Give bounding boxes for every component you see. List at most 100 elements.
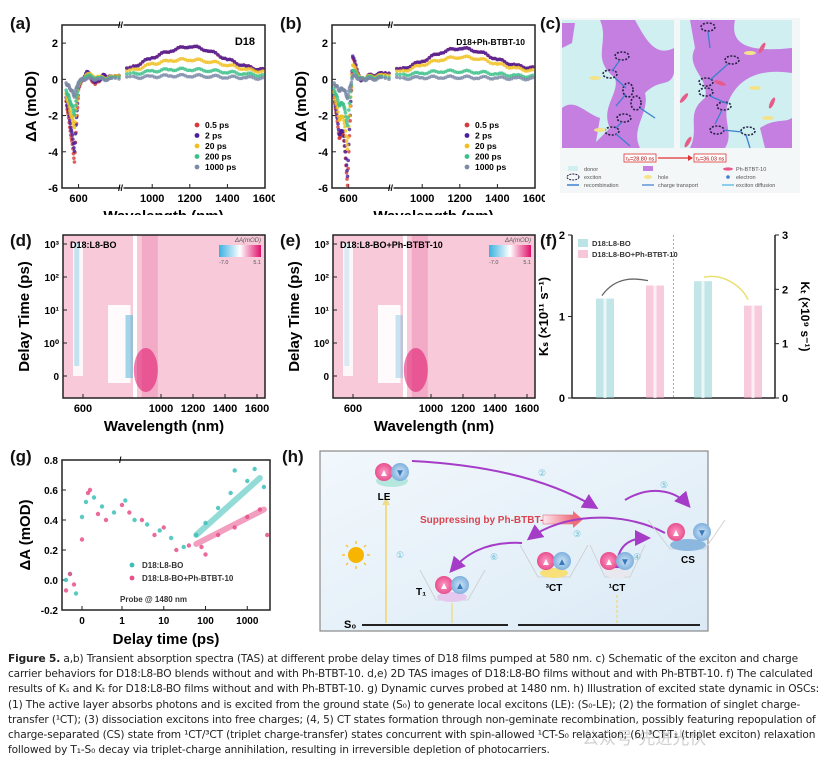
x-tick-label: 1600	[253, 193, 275, 205]
y-tick-label: 0.2	[44, 546, 58, 557]
data-point	[71, 137, 75, 141]
ph-btbt-10-molecules	[679, 42, 776, 148]
data-point	[349, 80, 354, 85]
heatmap-peak-pos	[133, 348, 158, 392]
x-tick-label: 1600	[523, 193, 545, 205]
data-point	[138, 62, 143, 66]
x-tick-label: 600	[74, 403, 92, 415]
y-tick-label: 0	[322, 74, 328, 86]
legend-electron-icon	[726, 175, 730, 179]
legend-hole-icon	[644, 175, 652, 179]
legend-exciton-diffusion: exciton diffusion	[736, 183, 775, 189]
svg-text:▲: ▲	[541, 557, 551, 568]
data-point	[336, 110, 340, 114]
x-axis-label: Wavelength (nm)	[103, 208, 223, 215]
colorbar	[219, 245, 261, 257]
axis-break-top	[390, 21, 394, 29]
chart-d-2d-tas: 0 10⁰ 10¹ 10² 10³ 600 1000 1200 1400 1600 Waveleng…	[16, 234, 269, 435]
y-tick-label: 0	[53, 372, 59, 383]
legend-swatch	[578, 250, 588, 258]
y-axis-label: ΔA (mOD)	[17, 499, 34, 570]
data-point	[125, 69, 129, 73]
data-point	[73, 591, 79, 596]
arrow-step-5	[624, 489, 691, 509]
plot-frame	[331, 24, 536, 189]
legend-marker	[129, 575, 135, 581]
step-6-marker: ⑥	[490, 552, 498, 562]
x-tick-label: 600	[344, 403, 362, 415]
data-point	[63, 577, 69, 583]
legend-label: 20 ps	[475, 141, 497, 151]
data-point	[73, 108, 77, 113]
axis-break-mark: /	[119, 455, 122, 465]
panel-label-h: (h)	[282, 447, 304, 466]
data-point	[344, 139, 349, 143]
x-tick-label: 1000	[419, 403, 443, 415]
data-point	[72, 149, 77, 153]
heatmap-band-neg-core	[344, 243, 350, 366]
data-point	[348, 104, 352, 109]
hole-markers	[589, 51, 774, 132]
data-point	[144, 522, 150, 527]
data-point	[87, 487, 93, 493]
series-D18:L8-BO	[63, 466, 267, 596]
svg-text:▲: ▲	[671, 528, 681, 539]
y-tick-label: 10¹	[45, 306, 60, 317]
data-point	[73, 131, 78, 136]
state-1ct: ▲ ▼	[589, 544, 646, 578]
data-point	[342, 118, 346, 123]
data-point	[345, 121, 349, 125]
legend-marker	[464, 133, 470, 138]
data-point	[71, 106, 75, 111]
figure-caption: Figure 5. a,b) Transient absorption spec…	[8, 652, 823, 758]
data-point	[139, 517, 145, 523]
fit-line-d18-l8bo	[193, 475, 263, 538]
data-point	[95, 511, 101, 517]
data-point	[161, 525, 166, 530]
data-point	[128, 65, 132, 70]
data-point	[336, 98, 340, 103]
y-tick-label: -0.2	[41, 606, 59, 617]
y-tick-label: 10⁰	[44, 339, 59, 350]
data-point	[347, 127, 352, 132]
data-point	[347, 89, 351, 93]
data-point	[345, 143, 349, 147]
legend-donor: donor	[584, 167, 598, 173]
data-point	[383, 76, 388, 80]
colorbar	[489, 245, 531, 257]
data-point	[345, 177, 349, 181]
plot-frame	[62, 234, 266, 399]
panel-label-e: (e)	[280, 231, 301, 250]
fit-line-ph	[193, 506, 267, 547]
x-tick-label: 1400	[483, 403, 507, 415]
axis-break-gap	[403, 235, 407, 398]
data-point	[119, 502, 125, 508]
legend-label: 2 ps	[475, 131, 492, 141]
data-point	[117, 77, 121, 81]
tau-right-label: τₑ=36.03 ns	[696, 157, 725, 163]
data-point	[103, 517, 109, 523]
data-point	[181, 544, 186, 550]
data-point	[398, 66, 402, 71]
svg-text:▲: ▲	[604, 557, 614, 568]
x-tick-label: 1600	[515, 403, 539, 415]
donor-domain-left	[590, 20, 674, 148]
state-le-label: LE	[378, 492, 391, 503]
axis-break-mark: //	[388, 20, 394, 30]
axis-break-bottom	[120, 184, 124, 192]
panel-label-c: (c)	[540, 14, 561, 33]
tau-left-box	[623, 153, 657, 163]
heatmap-band-neg-early	[108, 305, 131, 383]
data-point	[113, 76, 118, 80]
data-point	[398, 76, 402, 80]
heatmap-band-neg-early-core	[125, 315, 134, 378]
data-point	[530, 67, 535, 72]
data-point	[427, 55, 432, 60]
colorbar-max: 5.1	[253, 260, 261, 266]
data-point	[72, 125, 77, 130]
arrow-step-6	[449, 541, 523, 574]
data-point	[483, 51, 488, 56]
legend-marker	[464, 154, 470, 159]
data-point	[345, 183, 350, 188]
tau-arrowhead	[688, 155, 693, 161]
